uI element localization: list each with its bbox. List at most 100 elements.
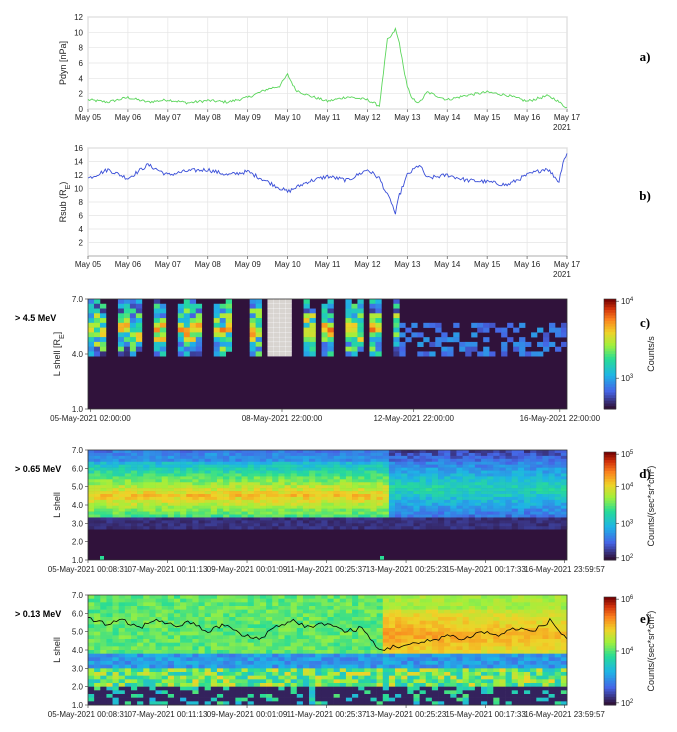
heatmap-cell bbox=[499, 458, 506, 463]
y-tick-label: 16 bbox=[74, 144, 83, 153]
heatmap-cell bbox=[560, 458, 568, 463]
heatmap-cell bbox=[560, 491, 568, 495]
heatmap-cell bbox=[388, 701, 396, 706]
heatmap-cell bbox=[302, 520, 310, 524]
heatmap-cell bbox=[499, 514, 506, 518]
heatmap-cell bbox=[137, 505, 144, 509]
heatmap-cell bbox=[357, 303, 364, 309]
heatmap-cell bbox=[296, 675, 304, 680]
heatmap-cell bbox=[388, 458, 396, 463]
heatmap-cell bbox=[204, 455, 212, 460]
heatmap-cell bbox=[548, 450, 556, 454]
heatmap-cell bbox=[456, 690, 463, 695]
heatmap-cell bbox=[204, 452, 212, 457]
heatmap-cell bbox=[149, 455, 156, 460]
heatmap-cell bbox=[352, 452, 359, 457]
heatmap-cell bbox=[272, 602, 279, 607]
heatmap-cell bbox=[241, 496, 248, 501]
heatmap-cell bbox=[517, 455, 525, 460]
heatmap-cell bbox=[364, 508, 371, 512]
heatmap-cell bbox=[167, 502, 175, 507]
heatmap-cell bbox=[143, 668, 150, 673]
heatmap-cell bbox=[137, 488, 144, 492]
heatmap-cell bbox=[247, 642, 255, 647]
heatmap-cell bbox=[130, 511, 138, 515]
heatmap-cell bbox=[278, 661, 285, 665]
heatmap-cell bbox=[204, 523, 212, 527]
heatmap-cell bbox=[229, 650, 236, 654]
heatmap-cell bbox=[210, 675, 218, 680]
heatmap-cell bbox=[345, 455, 353, 460]
heatmap-cell bbox=[560, 514, 568, 518]
heatmap-cell bbox=[192, 620, 199, 625]
heatmap-cell bbox=[296, 450, 304, 454]
heatmap-cell bbox=[235, 488, 242, 492]
heatmap-cell bbox=[106, 505, 113, 509]
heatmap-cell bbox=[247, 461, 255, 465]
heatmap-cell bbox=[548, 494, 556, 498]
heatmap-cell bbox=[296, 491, 304, 495]
heatmap-cell bbox=[167, 517, 175, 521]
heatmap-cell bbox=[88, 467, 95, 471]
heatmap-cell bbox=[315, 639, 322, 643]
heatmap-cell bbox=[216, 520, 224, 524]
heatmap-cell bbox=[223, 464, 230, 468]
heatmap-cell bbox=[118, 668, 126, 673]
heatmap-cell bbox=[290, 511, 298, 515]
heatmap-cell bbox=[382, 686, 390, 691]
heatmap-cell bbox=[358, 686, 365, 691]
heatmap-cell bbox=[249, 322, 256, 328]
heatmap-cell bbox=[290, 646, 298, 651]
heatmap-cell bbox=[524, 517, 531, 521]
heatmap-cell bbox=[456, 508, 463, 512]
heatmap-cell bbox=[315, 602, 322, 607]
heatmap-cell bbox=[462, 690, 470, 695]
heatmap-cell bbox=[499, 646, 506, 651]
heatmap-cell bbox=[309, 511, 316, 515]
heatmap-cell bbox=[155, 520, 162, 524]
data-gap-cell bbox=[279, 298, 286, 304]
heatmap-cell bbox=[143, 646, 150, 651]
heatmap-cell bbox=[376, 470, 384, 474]
heatmap-cell bbox=[493, 694, 500, 698]
heatmap-cell bbox=[159, 318, 167, 324]
heatmap-cell bbox=[370, 452, 377, 457]
heatmap-cell bbox=[493, 672, 500, 676]
heatmap-cell bbox=[413, 505, 420, 509]
heatmap-cell bbox=[517, 520, 525, 524]
heatmap-cell bbox=[407, 642, 414, 647]
heatmap-cell bbox=[530, 479, 537, 483]
heatmap-cell bbox=[112, 697, 120, 702]
heatmap-cell bbox=[210, 595, 218, 599]
heatmap-cell bbox=[130, 523, 138, 527]
heatmap-cell bbox=[517, 485, 525, 489]
heatmap-cell bbox=[259, 508, 267, 512]
heatmap-cell bbox=[124, 452, 132, 457]
heatmap-cell bbox=[382, 464, 390, 468]
heatmap-cell bbox=[517, 598, 525, 603]
heatmap-cell bbox=[554, 467, 562, 471]
heatmap-cell bbox=[266, 683, 273, 687]
heatmap-cell bbox=[401, 609, 408, 614]
heatmap-cell bbox=[375, 303, 382, 309]
heatmap-cell bbox=[161, 628, 169, 632]
heatmap-cell bbox=[450, 668, 457, 673]
y-tick-label: 3.0 bbox=[72, 519, 84, 528]
heatmap-cell bbox=[315, 514, 322, 518]
heatmap-cell bbox=[358, 646, 365, 651]
heatmap-cell bbox=[481, 642, 488, 647]
heatmap-cell bbox=[345, 508, 353, 512]
heatmap-cell bbox=[413, 661, 420, 665]
heatmap-cell bbox=[493, 697, 500, 702]
heatmap-cell bbox=[352, 661, 359, 665]
heatmap-cell bbox=[266, 661, 273, 665]
heatmap-cell bbox=[388, 620, 396, 625]
heatmap-cell bbox=[272, 628, 279, 632]
heatmap-cell bbox=[499, 701, 506, 706]
heatmap-cell bbox=[186, 505, 193, 509]
heatmap-cell bbox=[296, 668, 304, 673]
heatmap-cell bbox=[339, 523, 347, 527]
heatmap-cell bbox=[210, 482, 218, 486]
heatmap-cell bbox=[370, 598, 377, 603]
heatmap-cell bbox=[560, 511, 568, 515]
